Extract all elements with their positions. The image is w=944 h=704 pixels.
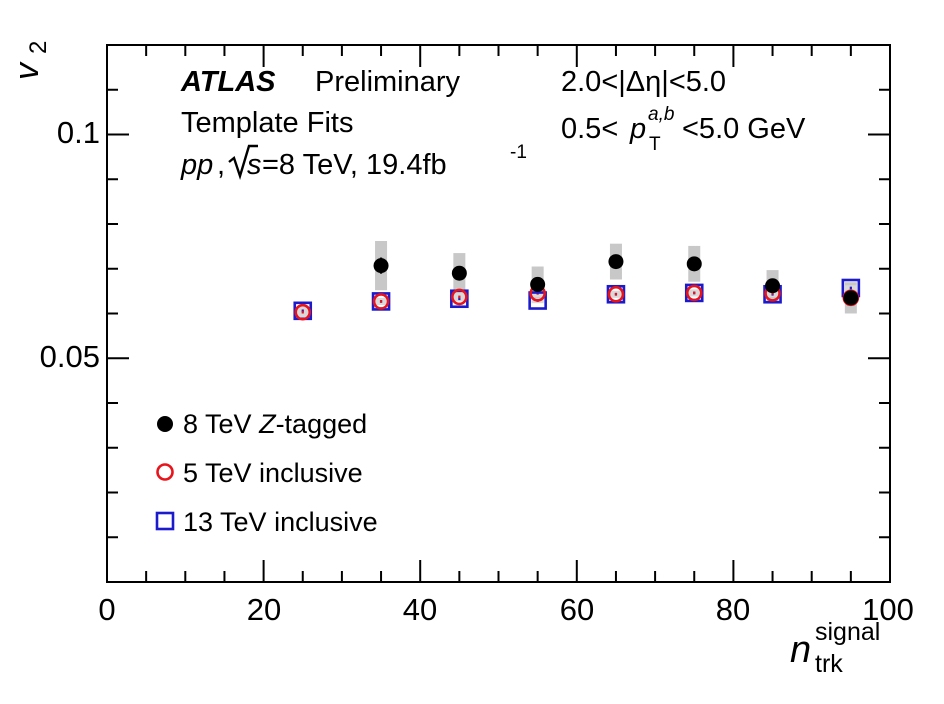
annotation-right: 2.0<|Δη|<5.0 0.5< p a,b T <5.0 GeV	[561, 66, 806, 155]
legend-marker-z-tagged	[157, 416, 173, 432]
data-markers	[293, 254, 861, 321]
system-pp-label: pp	[180, 149, 213, 181]
point-8tev-z-tagged	[686, 256, 702, 272]
x-tick-label-80: 80	[716, 592, 750, 627]
legend-label-z-tagged: 8 TeV Z-tagged	[183, 409, 367, 439]
comma-separator: ,	[217, 149, 225, 181]
axis-ticks	[106, 45, 891, 582]
point-5tev-inclusive	[372, 293, 390, 310]
atlas-label: ATLAS	[180, 66, 276, 98]
point-5tev-inclusive	[685, 284, 703, 302]
legend: 8 TeV Z-tagged 5 TeV inclusive 13 TeV in…	[155, 409, 378, 537]
energy-lumi-label: =8 TeV, 19.4fb	[262, 149, 447, 181]
point-8tev-z-tagged	[608, 254, 624, 270]
point-5tev-inclusive	[607, 285, 625, 303]
x-tick-label-40: 40	[403, 592, 437, 627]
pt-cut-prefix: 0.5<	[561, 113, 618, 145]
y-axis-title: v 2	[8, 41, 52, 80]
deta-cut-label: 2.0<|Δη|<5.0	[561, 66, 726, 98]
legend-label-13tev: 13 TeV inclusive	[183, 507, 378, 537]
pt-cut-sub: T	[649, 134, 661, 155]
x-axis-title-main: n	[790, 629, 811, 671]
x-axis-title: n signal trk	[790, 618, 880, 678]
point-13tev-inclusive	[528, 291, 547, 310]
point-8tev-z-tagged	[530, 276, 546, 292]
y-tick-labels: 0.05 0.1	[40, 115, 100, 374]
legend-label-5tev: 5 TeV inclusive	[183, 458, 363, 488]
legend-marker-13tev	[155, 511, 175, 531]
x-tick-label-20: 20	[247, 592, 281, 627]
annotation-left: ATLAS Preliminary Template Fits pp , s =…	[180, 66, 527, 181]
x-tick-labels: 0 20 40 60 80 100	[98, 592, 913, 627]
lumi-exponent: -1	[510, 142, 527, 163]
x-axis-title-sup: signal	[815, 618, 880, 646]
point-8tev-z-tagged	[843, 290, 859, 306]
x-tick-label-60: 60	[560, 592, 594, 627]
y-tick-label-0.05: 0.05	[40, 339, 100, 374]
legend-marker-5tev	[156, 463, 174, 481]
status-label: Preliminary	[315, 66, 461, 98]
point-5tev-inclusive	[451, 288, 468, 306]
y-axis-title-sub: 2	[25, 41, 52, 54]
point-8tev-z-tagged	[765, 278, 781, 294]
x-axis-title-sub: trk	[815, 650, 843, 678]
point-8tev-z-tagged	[373, 258, 389, 274]
pt-cut-suffix: <5.0 GeV	[682, 113, 806, 145]
sqrt-s-label: s	[247, 149, 262, 181]
pt-cut-sup: a,b	[648, 104, 674, 125]
x-tick-label-100: 100	[862, 592, 914, 627]
point-5tev-inclusive	[294, 303, 312, 321]
sqrt-sign-icon	[228, 144, 258, 180]
y-axis-title-main: v	[8, 61, 46, 80]
y-tick-label-0.1: 0.1	[57, 115, 100, 150]
point-8tev-z-tagged	[451, 265, 467, 281]
pt-cut-var: p	[629, 113, 646, 145]
method-label: Template Fits	[181, 107, 353, 139]
x-tick-label-0: 0	[98, 592, 115, 627]
